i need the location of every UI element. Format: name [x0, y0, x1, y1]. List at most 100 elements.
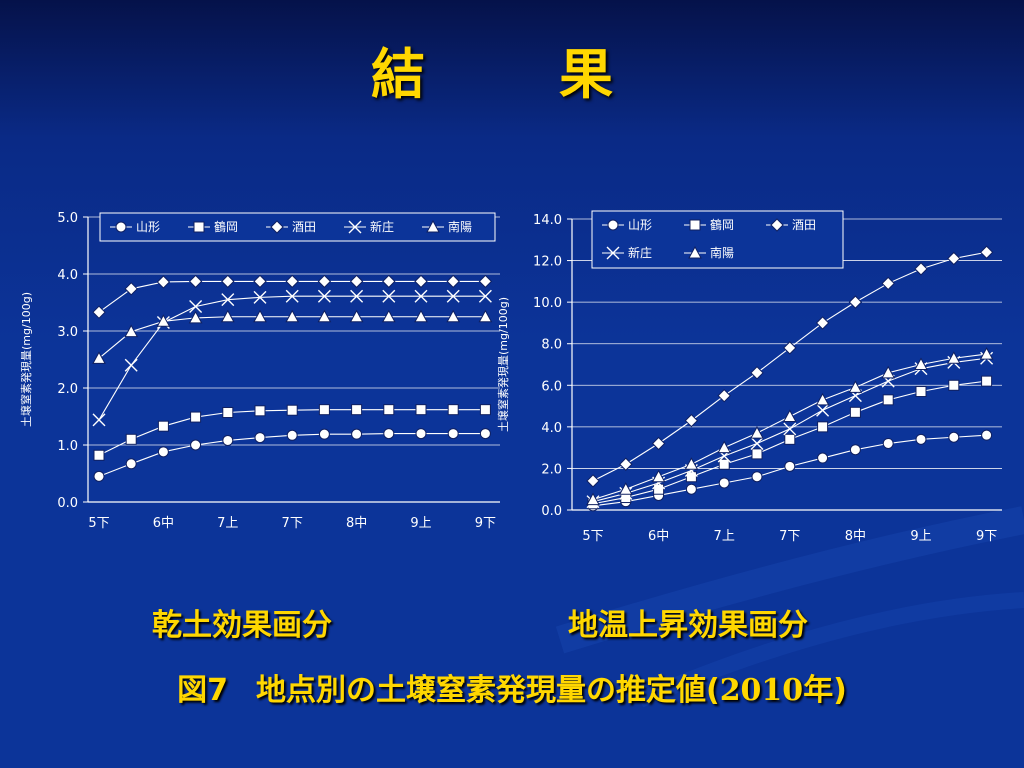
data-point [882, 394, 894, 406]
legend-label: 山形 [628, 218, 652, 232]
y-tick-label: 2.0 [541, 462, 562, 477]
data-point [254, 405, 266, 417]
data-point [317, 289, 331, 303]
legend-marker [688, 245, 702, 259]
data-point [478, 289, 492, 303]
legend-marker [348, 220, 362, 234]
data-point [318, 404, 330, 416]
data-point [414, 289, 428, 303]
data-point [816, 403, 830, 417]
data-point [684, 457, 699, 470]
data-point [157, 446, 169, 458]
series-鶴岡 [93, 404, 491, 461]
x-tick-label: 9上 [910, 529, 931, 544]
data-point [253, 309, 267, 323]
x-tick-label: 6中 [153, 516, 174, 531]
data-point [717, 388, 731, 403]
series-南陽 [92, 309, 493, 364]
data-point [189, 299, 203, 313]
legend-box [591, 210, 844, 269]
data-point [914, 357, 928, 370]
y-axis-label: 土壌窒素発現量(mg/100g) [496, 297, 510, 432]
legend-item-南陽: 南陽 [422, 219, 472, 234]
data-point [221, 274, 235, 289]
data-point [414, 274, 428, 289]
legend-item-新庄: 新庄 [602, 245, 652, 260]
series-酒田 [92, 274, 493, 319]
data-point [653, 483, 665, 495]
x-tick-label: 7下 [779, 529, 800, 544]
data-point [784, 460, 796, 472]
x-tick-label: 5下 [582, 529, 603, 544]
data-point [815, 316, 830, 330]
data-point [447, 404, 459, 416]
data-point [815, 392, 830, 406]
data-point [948, 431, 960, 443]
chart-dry-soil: 0.0 1.0 2.0 3.0 4.0 5.0 土壌窒素発現量(mg/100g) 5下 6中 7上… [19, 211, 500, 531]
data-point [415, 404, 427, 416]
data-point [881, 276, 895, 291]
data-point [383, 428, 395, 440]
x-tick-label: 7上 [714, 529, 735, 544]
data-point [784, 433, 796, 445]
data-point [586, 474, 600, 488]
data-point [685, 471, 697, 483]
data-point [383, 404, 395, 416]
data-point [220, 309, 235, 323]
y-axis-label: 土壌窒素発現量(mg/100g) [19, 292, 33, 427]
data-point [651, 436, 666, 451]
data-point [915, 433, 927, 445]
data-point [286, 404, 298, 416]
data-point [882, 437, 894, 449]
y-tick-label: 5.0 [57, 211, 78, 226]
data-point [351, 404, 363, 416]
legend-item-山形: 山形 [602, 218, 652, 232]
legend-marker [426, 219, 440, 233]
y-tick-label: 14.0 [533, 213, 562, 228]
legend-label: 南陽 [448, 219, 472, 234]
y-tick-label: 8.0 [541, 338, 562, 353]
y-tick-label: 1.0 [57, 439, 78, 454]
legend-item-鶴岡: 鶴岡 [188, 219, 238, 234]
x-tick-label: 7上 [217, 516, 238, 531]
legend-label: 新庄 [628, 245, 652, 260]
legend-marker [689, 219, 701, 231]
data-point [157, 420, 169, 432]
data-point [446, 289, 460, 303]
data-point [783, 422, 797, 436]
data-point [750, 436, 764, 450]
figure-label: 図7 [177, 673, 228, 708]
data-point [478, 274, 493, 289]
y-tick-label: 3.0 [57, 325, 78, 340]
data-point [93, 470, 105, 482]
data-point [915, 386, 927, 398]
y-tick-label: 4.0 [57, 268, 78, 283]
legend-marker [607, 219, 619, 231]
caption-dry-soil-effect: 乾土効果画分 [152, 608, 332, 643]
data-point [750, 426, 764, 439]
legend-marker [115, 221, 127, 233]
series-line [592, 251, 987, 482]
series-line [98, 316, 486, 359]
data-point [717, 440, 732, 454]
data-point [414, 309, 428, 323]
series-山形 [587, 429, 993, 512]
data-point [156, 314, 171, 327]
data-point [848, 380, 863, 393]
data-point [651, 469, 666, 483]
data-point [125, 458, 137, 470]
caption-soil-temperature-effect: 地温上昇効果画分 [568, 608, 808, 643]
legend-label: 山形 [136, 220, 160, 234]
data-point [849, 444, 861, 456]
data-point [381, 309, 396, 323]
legend-label: 酒田 [292, 220, 316, 234]
data-point [317, 274, 332, 289]
legend-item-南陽: 南陽 [684, 245, 734, 260]
data-point [382, 274, 396, 289]
data-point [946, 351, 961, 364]
data-point [446, 274, 460, 289]
data-point [124, 282, 138, 296]
y-tick-label: 6.0 [541, 379, 562, 394]
series-鶴岡 [587, 375, 993, 510]
data-point [92, 305, 106, 319]
